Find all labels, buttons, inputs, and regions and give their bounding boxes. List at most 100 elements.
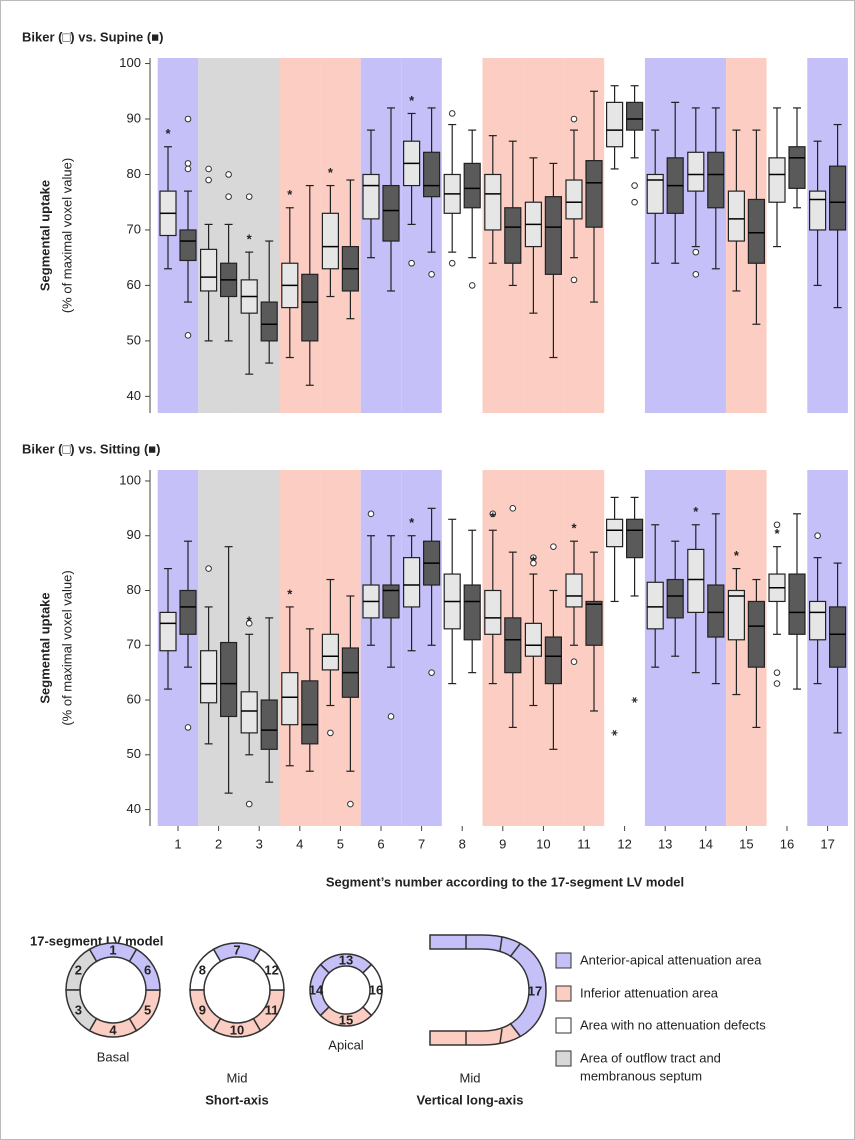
box [321,212,339,270]
box [808,190,827,231]
outlier [448,110,456,117]
box [260,301,278,342]
box [565,573,583,608]
legend-label: Anterior-apical attenuation area [580,952,762,967]
box [747,600,766,668]
x-tick-label: 1 [174,836,181,851]
area-band [279,470,321,826]
box [260,699,278,750]
y-tick-label: 60 [127,277,141,292]
legend-label: Area of outflow tract and [580,1050,721,1065]
x-tick-label: 9 [499,836,506,851]
box [504,617,522,674]
long-axis-title: Vertical long-axis [417,1092,524,1107]
segment-number: 16 [369,982,383,997]
outlier [570,115,578,123]
outlier [448,259,456,267]
box [524,622,543,657]
legend-label: Inferior attenuation area [580,985,719,1000]
segment-number: 5 [144,1002,151,1017]
outlier [692,248,700,256]
y-tick-label: 50 [127,332,141,347]
short-axis-label: Short-axis [205,1092,269,1107]
x-tick-label: 10 [536,836,550,851]
x-tick-label: 6 [377,836,384,851]
extreme-stroke [612,730,617,736]
outlier [245,620,253,627]
x-tick-label: 3 [256,836,263,851]
area-band [766,58,808,413]
outlier [225,193,232,200]
box [808,600,827,641]
box [484,173,502,231]
box [423,151,441,198]
box [544,196,563,275]
legend-swatch [555,985,572,1002]
box [605,518,624,548]
outlier [327,729,334,737]
box [200,248,218,292]
significance-star: * [287,586,293,601]
y-axis-label: Segmental uptake [37,592,52,703]
outlier [570,276,578,284]
outlier [225,171,232,178]
significance-star: * [165,126,171,141]
x-tick-label: 2 [215,836,222,851]
outlier [631,198,638,206]
area-band [441,470,483,826]
x-tick-label: 4 [296,836,303,851]
extreme-stroke [632,697,637,703]
significance-star: * [409,93,415,108]
box [362,173,380,220]
legend-swatch [555,952,572,969]
box [179,589,197,635]
segment-number: 15 [339,1012,353,1027]
box [625,101,644,131]
outlier [468,282,476,289]
box [646,173,664,214]
box [301,273,319,342]
significance-star: * [774,526,780,541]
box [625,518,644,559]
ring-name: Mid [227,1070,248,1085]
outlier [773,669,781,676]
x-tick-label: 17 [820,836,834,851]
ring-name: Apical [328,1037,364,1052]
legend-label: Area with no attenuation defects [580,1017,766,1032]
segment-number: 14 [309,982,324,997]
box [687,151,705,192]
box [666,578,684,619]
significance-star: * [531,553,537,568]
y-tick-label: 70 [127,637,141,652]
significance-star: * [247,232,253,247]
long-axis-inferior [430,1023,520,1045]
outlier [184,160,192,167]
area-band [685,58,727,413]
y-axis-label: Segmental uptake [37,180,52,291]
area-band [807,58,848,413]
box [828,165,847,231]
box [463,162,481,209]
outlier [184,165,192,173]
box [200,650,218,704]
segment-number: 11 [265,1002,279,1017]
significance-star: * [571,521,577,536]
y-tick-label: 80 [127,582,141,597]
box [788,573,806,635]
significance-star: * [490,510,496,525]
box [281,672,299,726]
box [382,584,400,619]
segment-number: 10 [230,1022,244,1037]
box [504,207,522,264]
area-band [198,58,239,413]
area-band [441,58,483,413]
segment-number: 1 [109,942,116,957]
segment-number: 12 [264,962,278,977]
x-axis-label: Segment’s number according to the 17-seg… [326,874,684,889]
outlier [245,800,253,808]
area-band [685,470,727,826]
outlier [631,182,638,189]
area-band [238,470,280,826]
segment-number: 7 [233,942,240,957]
outlier [428,271,435,278]
